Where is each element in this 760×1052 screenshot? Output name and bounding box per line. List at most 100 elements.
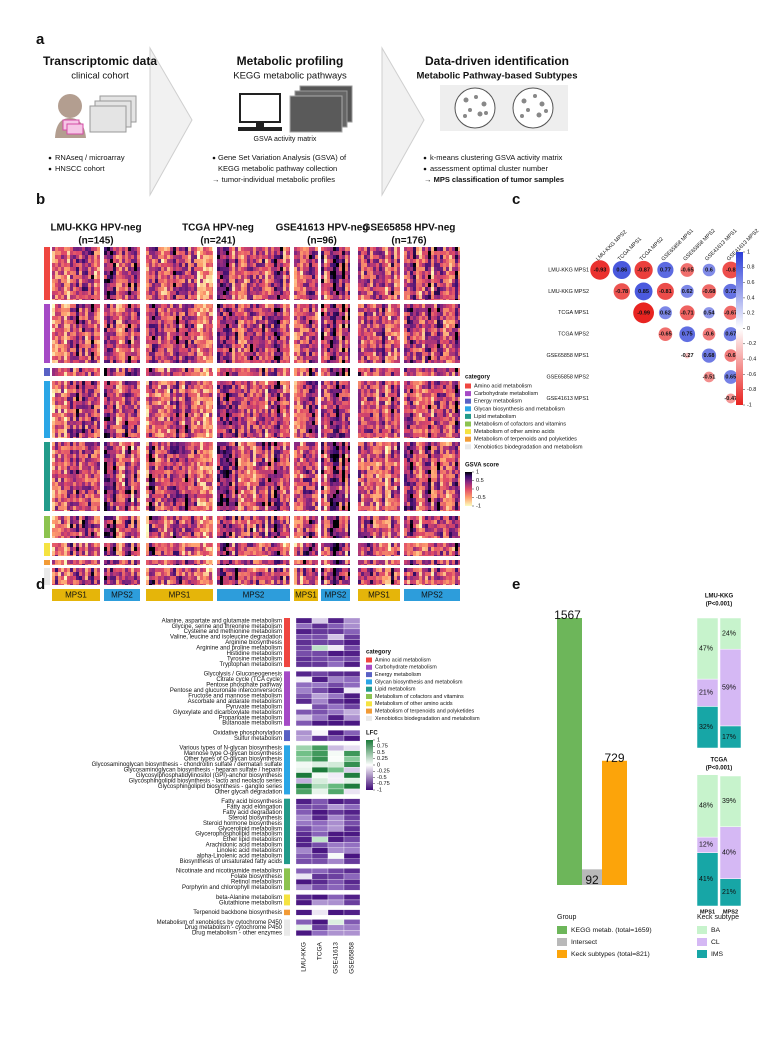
heatmap-cell — [67, 516, 70, 520]
heatmap-cell — [179, 332, 182, 336]
heatmap-cell — [244, 279, 247, 283]
heatmap-cell — [91, 421, 94, 425]
heatmap-cell — [170, 560, 173, 564]
heatmap-cell — [161, 385, 164, 389]
heatmap-cell — [238, 381, 241, 385]
heatmap-cell — [104, 560, 107, 564]
heatmap-cell — [104, 328, 107, 332]
heatmap-cell — [97, 466, 100, 470]
heatmap-cell — [85, 421, 88, 425]
heatmap-cell — [131, 259, 134, 263]
heatmap-cell — [229, 287, 232, 291]
heatmap-cell — [217, 547, 220, 551]
heatmap-cell — [212, 271, 213, 275]
heatmap-cell — [161, 454, 164, 458]
heatmap-cell — [191, 528, 194, 532]
heatmap-cell — [67, 433, 70, 437]
heatmap-cell — [97, 433, 100, 437]
heatmap-cell — [182, 368, 185, 372]
heatmap-cell — [146, 532, 149, 536]
heatmap-cell — [217, 520, 220, 524]
heatmap-cell — [76, 304, 79, 308]
heatmap-cell — [200, 299, 203, 300]
heatmap-cell — [212, 576, 213, 580]
heatmap-cell — [88, 393, 91, 397]
heatmap-cell — [70, 425, 73, 429]
heatmap-cell — [170, 425, 173, 429]
heatmap-cell — [244, 462, 247, 466]
heatmap-cell — [82, 316, 85, 320]
heatmap-cell — [206, 516, 209, 520]
heatmap-cell — [91, 584, 94, 585]
heatmap-cell — [149, 442, 152, 446]
heatmap-cell — [137, 437, 140, 438]
heatmap-cell — [79, 368, 82, 372]
heatmap-cell — [182, 543, 185, 547]
heatmap-cell — [85, 450, 88, 454]
heatmap-cell — [97, 564, 100, 565]
heatmap-cell — [203, 279, 206, 283]
heatmap-cell — [137, 393, 140, 397]
heatmap-cell — [197, 462, 200, 466]
heatmap-cell — [220, 532, 223, 536]
heatmap-cell — [167, 580, 170, 584]
heatmap-cell — [241, 417, 244, 421]
heatmap-cell — [70, 506, 73, 510]
heatmap-cell — [161, 482, 164, 486]
heatmap-cell — [167, 478, 170, 482]
heatmap-cell — [238, 421, 241, 425]
heatmap-cell — [179, 271, 182, 275]
heatmap-cell — [58, 255, 61, 259]
heatmap-cell — [70, 295, 73, 299]
heatmap-cell — [176, 450, 179, 454]
heatmap-cell — [97, 437, 100, 438]
heatmap-cell — [229, 397, 232, 401]
heatmap-cell — [155, 421, 158, 425]
heatmap-cell — [128, 299, 131, 300]
heatmap-cell — [161, 470, 164, 474]
heatmap-cell — [167, 247, 170, 251]
heatmap-cell — [170, 312, 173, 316]
heatmap-cell — [52, 543, 55, 547]
heatmap-cell — [182, 360, 185, 363]
heatmap-cell — [173, 299, 176, 300]
heatmap-cell — [122, 413, 125, 417]
heatmap-cell — [232, 482, 235, 486]
heatmap-cell — [244, 564, 247, 565]
heatmap-cell — [82, 466, 85, 470]
heatmap-cell — [161, 520, 164, 524]
heatmap-cell — [88, 295, 91, 299]
heatmap-cell — [122, 279, 125, 283]
heatmap-cell — [88, 450, 91, 454]
heatmap-cell — [113, 516, 116, 520]
heatmap-cell — [217, 584, 220, 585]
heatmap-cell — [191, 490, 194, 494]
heatmap-cell — [226, 429, 229, 433]
heatmap-cell — [167, 524, 170, 528]
heatmap-cell — [223, 417, 226, 421]
heatmap-cell — [220, 576, 223, 580]
heatmap-cell — [91, 372, 94, 376]
heatmap-cell — [97, 446, 100, 450]
heatmap-cell — [113, 474, 116, 478]
heatmap-cell — [107, 498, 110, 502]
heatmap-cell — [223, 524, 226, 528]
heatmap-cell — [152, 332, 155, 336]
heatmap-cell — [241, 510, 244, 511]
heatmap-cell — [173, 551, 176, 555]
heatmap-cell — [122, 572, 125, 576]
heatmap-cell — [235, 263, 238, 267]
heatmap-cell — [244, 356, 247, 360]
heatmap-cell — [164, 520, 167, 524]
heatmap-cell — [176, 308, 179, 312]
heatmap-cell — [55, 442, 58, 446]
heatmap-cell — [232, 275, 235, 279]
heatmap-cell — [164, 478, 167, 482]
heatmap-cell — [191, 336, 194, 340]
heatmap-cell — [200, 409, 203, 413]
heatmap-cell — [194, 263, 197, 267]
heatmap-cell — [194, 320, 197, 324]
heatmap-cell — [94, 576, 97, 580]
heatmap-cell — [244, 393, 247, 397]
heatmap-cell — [91, 291, 94, 295]
